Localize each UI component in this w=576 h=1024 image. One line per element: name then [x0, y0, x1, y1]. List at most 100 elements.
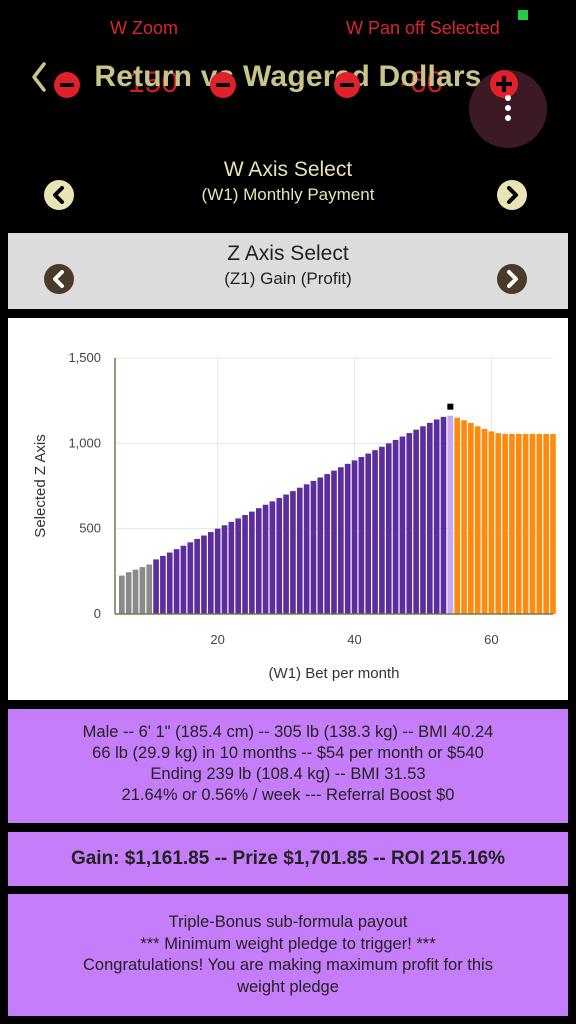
- bar-main: [228, 521, 235, 614]
- bar-main: [440, 416, 447, 614]
- bar-main: [372, 450, 378, 614]
- summary-line: 66 lb (29.9 kg) in 10 months -- $54 per …: [92, 744, 484, 762]
- minus-icon[interactable]: [334, 72, 360, 98]
- bar-main: [447, 415, 454, 614]
- bar-high: [529, 433, 536, 614]
- bar-main: [344, 463, 351, 614]
- y-tick-label: 1,000: [68, 435, 101, 450]
- bar-main: [249, 511, 255, 614]
- bonus-line: *** Minimum weight pledge to trigger! **…: [140, 934, 436, 953]
- y-tick-label: 0: [94, 606, 101, 621]
- bar-main: [420, 426, 426, 614]
- w-axis-next-icon[interactable]: [497, 180, 527, 210]
- gain-text: Gain: $1,161.85 -- Prize $1,701.85 -- RO…: [70, 848, 506, 869]
- summary-line: Ending 239 lb (108.4 kg) -- BMI 31.53: [150, 765, 426, 783]
- minus-icon[interactable]: [54, 72, 80, 98]
- bar-main: [290, 491, 296, 614]
- summary-line: 21.64% or 0.56% / week --- Referral Boos…: [121, 786, 455, 804]
- bar-high: [481, 428, 488, 614]
- x-tick-label: 60: [484, 632, 498, 647]
- bar-main: [358, 456, 365, 614]
- zoom-out-value: 150: [128, 66, 179, 99]
- bar-high: [495, 433, 502, 614]
- back-chevron-icon[interactable]: [28, 60, 62, 94]
- bar-main: [180, 545, 187, 614]
- bar-high: [468, 422, 474, 614]
- bar-main: [242, 515, 248, 614]
- w-axis-prev-icon[interactable]: [44, 180, 74, 210]
- bar-low: [146, 564, 153, 614]
- bar-low: [125, 572, 132, 614]
- bar-main: [262, 504, 269, 614]
- bonus-message: Triple-Bonus sub-formula payout *** Mini…: [8, 894, 568, 1016]
- bar-main: [255, 508, 262, 614]
- bonus-line: weight pledge: [237, 977, 339, 996]
- bar-high: [509, 433, 515, 614]
- x-tick-label: 40: [347, 632, 361, 647]
- bar-main: [283, 494, 289, 614]
- bar-high: [488, 431, 495, 614]
- bar-high: [543, 433, 549, 614]
- minus-icon[interactable]: [210, 72, 236, 98]
- bar-main: [392, 439, 399, 614]
- w-axis-title: W Axis Select: [223, 158, 353, 181]
- bar-main: [365, 453, 372, 614]
- bar-main: [399, 436, 406, 614]
- bar-high: [502, 433, 508, 614]
- bar-main: [331, 470, 337, 614]
- more-icon[interactable]: [505, 95, 511, 101]
- bar-main: [303, 484, 310, 614]
- bar-main: [201, 535, 207, 614]
- bar-main: [173, 549, 180, 614]
- bar-main: [379, 446, 385, 614]
- page-title: Return vs Wagered Dollars: [94, 60, 482, 93]
- gain-summary: Gain: $1,161.85 -- Prize $1,701.85 -- RO…: [8, 832, 568, 886]
- bonus-line: Congratulations! You are making maximum …: [83, 956, 493, 974]
- bar-chart[interactable]: 0 500 1,000 1,500 20 40 60 (W1) Bet per month Se…: [8, 318, 568, 700]
- x-axis-label: (W1) Bet per month: [269, 665, 400, 682]
- bar-main: [426, 422, 433, 614]
- bar-low: [119, 575, 125, 614]
- bar-main: [166, 552, 173, 614]
- bar-main: [338, 467, 344, 614]
- bar-main: [207, 532, 214, 614]
- bar-main: [324, 474, 330, 614]
- bar-main: [160, 555, 166, 614]
- bar-main: [433, 419, 440, 614]
- bar-high: [522, 433, 529, 614]
- y-tick-label: 1,500: [68, 350, 101, 365]
- bar-main: [385, 443, 392, 614]
- bar-main: [269, 501, 276, 614]
- z-axis-value: (Z1) Gain (Profit): [224, 269, 352, 288]
- z-axis-prev-icon[interactable]: [44, 264, 74, 294]
- bar-high: [550, 433, 556, 614]
- bar-main: [187, 542, 194, 614]
- x-tick-label: 20: [210, 632, 224, 647]
- w-pan-button[interactable]: W Pan off Selected: [346, 18, 500, 38]
- y-tick-label: 500: [79, 521, 101, 536]
- bar-high: [461, 420, 467, 614]
- summary-line: Male -- 6' 1" (185.4 cm) -- 305 lb (138.…: [82, 723, 494, 741]
- bar-high: [474, 426, 481, 614]
- z-axis-title: Z Axis Select: [227, 242, 349, 265]
- chart-panel[interactable]: 0 500 1,000 1,500 20 40 60 (W1) Bet per month Se…: [8, 318, 568, 700]
- bar-main: [413, 429, 419, 614]
- more-icon[interactable]: [505, 105, 511, 111]
- zoom-in-value: -60: [400, 66, 444, 99]
- bar-main: [235, 518, 242, 614]
- bar-main: [194, 538, 200, 614]
- y-axis-label: Selected Z Axis: [32, 434, 49, 537]
- pledge-summary: Male -- 6' 1" (185.4 cm) -- 305 lb (138.…: [8, 709, 568, 823]
- more-icon[interactable]: [505, 115, 511, 121]
- w-axis-value: (W1) Monthly Payment: [201, 185, 375, 204]
- bar-low: [139, 567, 146, 614]
- bar-main: [153, 559, 159, 614]
- bar-high: [454, 417, 461, 614]
- z-axis-next-icon[interactable]: [497, 264, 527, 294]
- bar-main: [221, 525, 228, 614]
- bar-main: [310, 480, 317, 614]
- bonus-line: Triple-Bonus sub-formula payout: [168, 913, 408, 931]
- plus-icon[interactable]: [490, 70, 518, 98]
- bar-main: [214, 528, 221, 614]
- w-zoom-button[interactable]: W Zoom: [110, 18, 179, 38]
